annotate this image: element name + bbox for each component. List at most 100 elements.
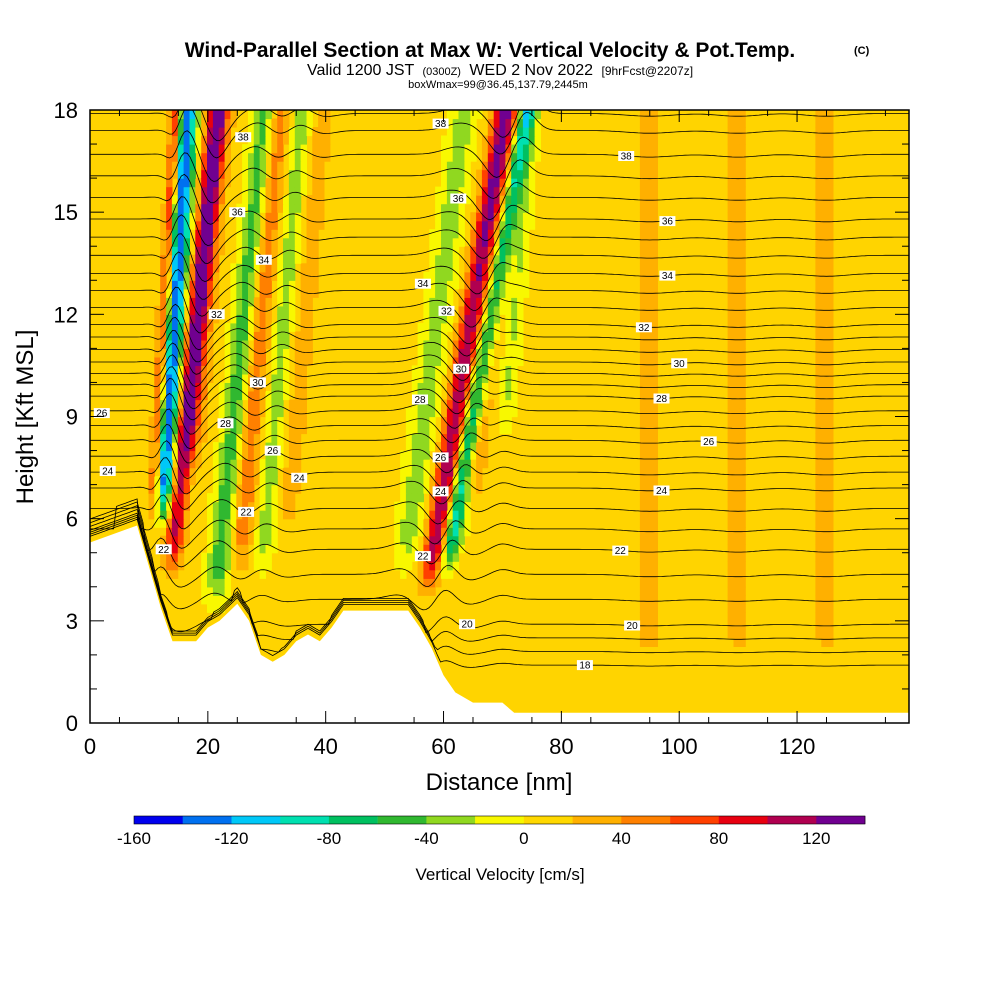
velocity-cell: [236, 527, 243, 537]
velocity-cell: [639, 229, 647, 239]
velocity-cell: [645, 629, 653, 639]
velocity-cell: [821, 135, 828, 145]
velocity-cell: [534, 135, 541, 145]
x-tick-label: 40: [313, 734, 337, 759]
velocity-cell: [645, 493, 653, 503]
velocity-cell: [435, 459, 442, 469]
velocity-cell: [651, 118, 658, 128]
velocity-cell: [148, 425, 155, 435]
velocity-cell: [511, 408, 518, 418]
colorbar-tick-label: 40: [612, 829, 631, 848]
velocity-cell: [195, 263, 202, 273]
velocity-cell: [195, 237, 202, 247]
velocity-cell: [476, 263, 483, 273]
velocity-cell: [224, 544, 231, 554]
velocity-cell: [259, 152, 266, 162]
velocity-cell: [739, 331, 746, 341]
velocity-cell: [283, 135, 290, 145]
velocity-cell: [242, 271, 249, 281]
theta-contour-line: [90, 303, 909, 351]
velocity-cell: [727, 425, 734, 435]
velocity-cell: [464, 297, 471, 307]
velocity-cell: [446, 493, 454, 503]
velocity-cell: [446, 373, 454, 383]
velocity-cell: [517, 237, 524, 247]
velocity-cell: [429, 399, 436, 409]
velocity-cell: [312, 254, 319, 264]
velocity-cell: [400, 544, 407, 554]
velocity-cell: [815, 246, 822, 256]
velocity-cell: [224, 484, 231, 494]
velocity-cell: [470, 331, 477, 341]
velocity-cell: [727, 365, 734, 375]
velocity-cell: [435, 373, 442, 383]
velocity-cell: [236, 408, 243, 418]
velocity-cell: [827, 212, 834, 222]
velocity-cell: [242, 152, 249, 162]
velocity-cell: [827, 144, 834, 154]
velocity-cell: [645, 229, 653, 239]
velocity-cell: [470, 288, 477, 298]
velocity-cell: [411, 373, 419, 383]
velocity-cell: [253, 161, 261, 171]
velocity-cell: [294, 408, 302, 418]
velocity-cell: [727, 586, 734, 596]
velocity-cell: [505, 263, 512, 273]
velocity-cell: [265, 339, 272, 349]
velocity-cell: [487, 314, 495, 324]
velocity-cell: [733, 135, 740, 145]
velocity-cell: [435, 501, 442, 511]
velocity-cell: [212, 578, 220, 588]
contour-label-group: 22: [612, 545, 629, 557]
velocity-cell: [821, 161, 828, 171]
velocity-cell: [464, 110, 471, 120]
velocity-cell: [727, 442, 734, 452]
velocity-cell: [248, 178, 255, 188]
velocity-cell: [458, 356, 465, 366]
velocity-cell: [423, 348, 430, 358]
velocity-cell: [429, 552, 436, 562]
velocity-cell: [651, 603, 658, 613]
velocity-cell: [318, 203, 325, 213]
velocity-cell: [739, 178, 746, 188]
velocity-cell: [733, 569, 740, 579]
velocity-cell: [207, 561, 214, 571]
velocity-cell: [411, 476, 419, 486]
velocity-cell: [727, 399, 734, 409]
velocity-cell: [470, 399, 477, 409]
velocity-cell: [154, 493, 161, 503]
velocity-cell: [148, 510, 155, 520]
velocity-cell: [277, 144, 284, 154]
velocity-cell: [253, 178, 261, 188]
contour-label-bg: [624, 620, 641, 631]
velocity-cell: [201, 297, 208, 307]
velocity-cell: [441, 220, 448, 230]
velocity-cell: [312, 144, 319, 154]
velocity-cell: [464, 144, 471, 154]
velocity-cell: [212, 178, 220, 188]
velocity-cell: [160, 382, 167, 392]
velocity-cell: [464, 493, 471, 503]
velocity-cell: [458, 510, 465, 520]
velocity-cell: [493, 152, 501, 162]
velocity-cell: [435, 552, 442, 562]
velocity-cell: [441, 288, 448, 298]
velocity-cell: [201, 595, 208, 605]
velocity-cell: [458, 144, 465, 154]
velocity-cell: [294, 203, 302, 213]
velocity-cell: [446, 569, 454, 579]
velocity-cell: [248, 161, 255, 171]
velocity-cell: [639, 603, 647, 613]
velocity-cell: [827, 339, 834, 349]
velocity-cell: [218, 246, 226, 256]
velocity-cell: [821, 578, 828, 588]
velocity-cell: [212, 476, 220, 486]
velocity-cell: [189, 280, 196, 290]
velocity-cell: [651, 314, 658, 324]
velocity-cell: [441, 144, 448, 154]
velocity-cell: [499, 152, 506, 162]
velocity-cell: [277, 408, 284, 418]
velocity-cell: [441, 527, 448, 537]
velocity-cell: [733, 220, 740, 230]
velocity-cell: [727, 195, 734, 205]
